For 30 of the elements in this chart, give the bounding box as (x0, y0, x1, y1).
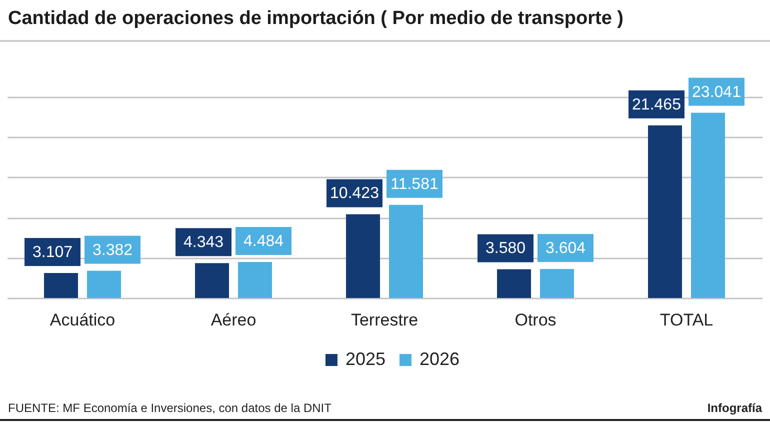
data-label: 3.604 (545, 240, 586, 258)
chart-title: Cantidad de operaciones de importación ( Por medio de transporte ) (8, 8, 624, 30)
bar (497, 269, 531, 298)
legend-label: 2026 (419, 349, 460, 369)
bar (540, 269, 574, 298)
data-label: 21.465 (632, 96, 682, 114)
bar (195, 263, 229, 298)
data-label: 4.484 (243, 232, 284, 250)
legend-label: 2025 (345, 349, 386, 369)
data-label: 4.343 (183, 234, 224, 252)
bar (389, 204, 423, 298)
x-tick-label: Acuático (50, 310, 116, 330)
bar (44, 273, 78, 298)
data-label: 23.041 (692, 84, 742, 101)
text: Infografía (707, 401, 762, 415)
x-tick-label: Otros (514, 310, 556, 330)
data-label: 3.107 (32, 244, 73, 262)
x-tick-label: TOTAL (660, 310, 714, 330)
bar (691, 112, 725, 298)
data-label: 11.581 (390, 176, 438, 193)
bar (648, 125, 682, 298)
data-label: 10.423 (330, 185, 380, 202)
x-tick-label: Terrestre (350, 310, 418, 330)
bar (346, 214, 380, 298)
bar (238, 262, 272, 298)
data-label: 3.580 (485, 240, 526, 258)
bar (87, 270, 121, 298)
source-note: FUENTE: MF Economía e Inversiones, con datos de la DNIT (8, 401, 332, 415)
x-tick-label: Aéreo (210, 310, 256, 330)
data-label: 3.382 (92, 242, 133, 259)
